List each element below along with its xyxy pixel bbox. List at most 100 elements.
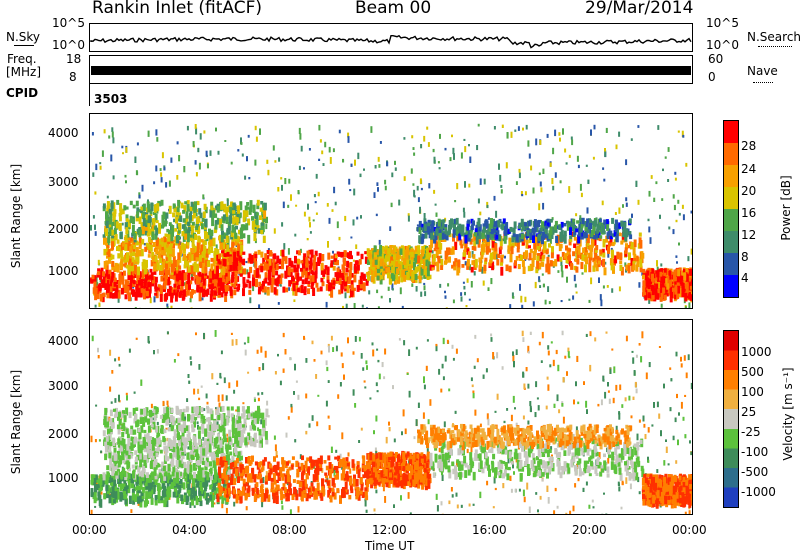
data-cell bbox=[535, 223, 539, 233]
data-cell bbox=[273, 287, 277, 295]
data-cell bbox=[597, 225, 601, 231]
scatter-point bbox=[353, 303, 356, 308]
data-cell bbox=[203, 226, 207, 230]
data-cell bbox=[389, 265, 393, 270]
scatter-point bbox=[350, 163, 353, 167]
data-cell bbox=[425, 246, 428, 250]
data-cell bbox=[607, 228, 611, 235]
data-cell bbox=[676, 290, 680, 300]
scatter-point bbox=[352, 259, 355, 262]
scatter-point bbox=[257, 427, 260, 432]
data-cell bbox=[299, 267, 303, 272]
scatter-point bbox=[638, 419, 641, 423]
scatter-point bbox=[576, 355, 579, 362]
data-cell bbox=[393, 275, 397, 285]
data-cell bbox=[104, 277, 107, 286]
data-cell bbox=[318, 253, 322, 262]
scatter-point bbox=[618, 483, 620, 486]
power-cbar-4: 4 bbox=[741, 271, 749, 285]
scatter-point bbox=[359, 173, 362, 178]
scatter-point bbox=[287, 204, 290, 208]
data-cell bbox=[493, 224, 497, 233]
scatter-point bbox=[624, 397, 627, 402]
scatter-point bbox=[198, 364, 201, 370]
data-cell bbox=[115, 284, 119, 293]
data-cell bbox=[153, 263, 157, 270]
scatter-point bbox=[675, 351, 678, 357]
data-cell bbox=[474, 228, 478, 233]
data-cell bbox=[111, 261, 115, 267]
data-cell bbox=[127, 241, 131, 247]
scatter-point bbox=[680, 363, 683, 368]
scatter-point bbox=[140, 379, 143, 386]
data-cell bbox=[193, 253, 197, 261]
data-cell bbox=[635, 255, 639, 262]
scatter-point bbox=[262, 363, 265, 371]
scatter-point bbox=[452, 357, 455, 361]
data-cell bbox=[142, 211, 146, 220]
data-cell bbox=[580, 261, 584, 270]
data-cell bbox=[328, 284, 331, 292]
data-cell bbox=[280, 273, 284, 278]
scatter-point bbox=[225, 433, 228, 437]
data-cell bbox=[594, 247, 598, 253]
scatter-point bbox=[147, 336, 150, 343]
data-cell bbox=[651, 269, 655, 275]
data-cell bbox=[612, 233, 615, 238]
scatter-point bbox=[300, 145, 303, 152]
data-cell bbox=[305, 266, 309, 271]
scatter-point bbox=[562, 416, 565, 424]
scatter-point bbox=[614, 212, 617, 215]
data-cell bbox=[152, 276, 156, 284]
data-cell bbox=[534, 235, 538, 240]
data-cell bbox=[149, 239, 153, 243]
data-cell bbox=[149, 244, 153, 249]
nave-tick-high: 60 bbox=[708, 52, 724, 66]
data-cell bbox=[314, 265, 318, 275]
data-cell bbox=[167, 277, 171, 286]
data-cell bbox=[137, 251, 141, 256]
data-cell bbox=[423, 223, 427, 232]
data-cell bbox=[606, 232, 610, 240]
data-cell bbox=[113, 227, 117, 236]
data-cell bbox=[254, 254, 258, 259]
data-cell bbox=[225, 209, 229, 219]
scatter-point bbox=[252, 285, 255, 292]
scatter-point bbox=[153, 181, 156, 185]
scatter-point bbox=[178, 155, 181, 162]
data-cell bbox=[472, 220, 475, 226]
data-cell bbox=[257, 289, 261, 295]
scatter-point bbox=[284, 178, 287, 185]
data-cell bbox=[258, 286, 262, 292]
scatter-point bbox=[338, 129, 341, 134]
scatter-point bbox=[538, 203, 541, 211]
data-cell bbox=[203, 285, 206, 289]
scatter-point bbox=[422, 412, 425, 419]
scatter-point bbox=[625, 335, 628, 342]
data-cell bbox=[195, 275, 199, 285]
data-cell bbox=[248, 207, 252, 215]
data-cell bbox=[444, 260, 447, 265]
scatter-point bbox=[103, 129, 106, 134]
data-cell bbox=[99, 294, 103, 302]
data-cell bbox=[105, 228, 108, 237]
scatter-point bbox=[611, 348, 614, 351]
cpid-marker bbox=[89, 84, 90, 106]
data-cell bbox=[203, 240, 207, 246]
scatter-point bbox=[677, 439, 679, 446]
data-cell bbox=[566, 247, 570, 256]
scatter-point bbox=[518, 168, 521, 173]
data-cell bbox=[260, 201, 264, 205]
data-cell bbox=[218, 287, 222, 296]
data-cell bbox=[124, 234, 128, 243]
scatter-point bbox=[466, 278, 469, 283]
data-cell bbox=[189, 208, 193, 214]
scatter-point bbox=[551, 178, 554, 185]
scatter-point bbox=[137, 502, 140, 506]
data-cell bbox=[435, 249, 439, 258]
data-cell bbox=[536, 255, 540, 262]
data-cell bbox=[132, 218, 135, 225]
data-cell bbox=[597, 263, 601, 268]
scatter-point bbox=[493, 476, 496, 484]
data-cell bbox=[456, 232, 460, 242]
